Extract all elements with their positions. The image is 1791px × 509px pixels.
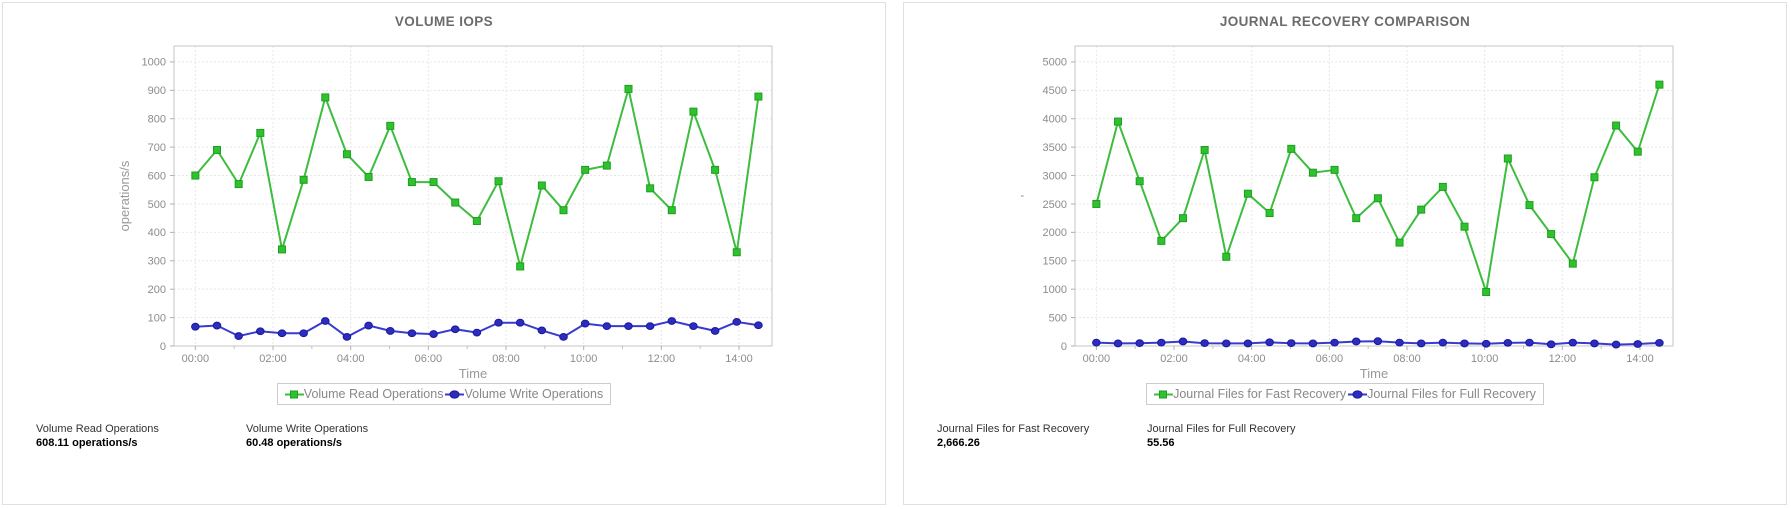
stat-label: Journal Files for Fast Recovery [937, 423, 1090, 435]
svg-text:4000: 4000 [1043, 114, 1067, 126]
legend-item-full-recovery[interactable]: Journal Files for Full Recovery [1348, 387, 1536, 401]
green-square-marker-icon [1154, 390, 1174, 398]
svg-text:700: 700 [148, 142, 166, 154]
svg-text:500: 500 [148, 199, 166, 211]
stat-value: 2,666.26 [937, 436, 980, 449]
chart-title: VOLUME IOPS [394, 14, 494, 29]
blue-dot-marker-icon [1348, 389, 1368, 399]
green-square-marker-icon [284, 390, 304, 398]
stat-value: 60.48 operations/s [246, 436, 342, 449]
legend: Volume Read Operations Volume Write Oper… [3, 383, 885, 405]
svg-text:10:00: 10:00 [570, 353, 598, 365]
svg-text:3000: 3000 [1043, 170, 1067, 182]
stats-row: Volume Read Operations 608.11 operations… [3, 423, 885, 451]
svg-text:06:00: 06:00 [1316, 353, 1344, 365]
svg-text:1000: 1000 [142, 57, 166, 69]
svg-text:2000: 2000 [1043, 227, 1067, 239]
volume-iops-chart: 0 100 200 300 400 500 600 700 800 900 1000 00:00 02:… [117, 45, 773, 381]
stat-value: 55.56 [1147, 436, 1175, 449]
volume-iops-panel: VOLUME IOPS 0 100 200 300 400 500 600 700 800 900… [2, 2, 886, 505]
stat-label: Volume Write Operations [246, 423, 369, 435]
svg-text:12:00: 12:00 [648, 353, 676, 365]
legend-label: Journal Files for Fast Recovery [1173, 387, 1347, 401]
svg-text:00:00: 00:00 [1083, 353, 1111, 365]
svg-text:900: 900 [148, 85, 166, 97]
svg-text:500: 500 [1049, 312, 1067, 324]
svg-text:800: 800 [148, 114, 166, 126]
legend-item-volume-read[interactable]: Volume Read Operations [284, 387, 444, 401]
legend: Journal Files for Fast Recovery Journal … [904, 383, 1786, 405]
svg-text:4500: 4500 [1043, 85, 1067, 97]
svg-text:10:00: 10:00 [1471, 353, 1499, 365]
svg-text:': ' [1018, 195, 1033, 197]
svg-text:100: 100 [148, 312, 166, 324]
svg-text:600: 600 [148, 170, 166, 182]
svg-text:02:00: 02:00 [259, 353, 287, 365]
legend-item-fast-recovery[interactable]: Journal Files for Fast Recovery [1154, 387, 1346, 401]
svg-text:Time: Time [459, 366, 487, 381]
svg-text:operations/s: operations/s [117, 160, 132, 231]
svg-text:06:00: 06:00 [415, 353, 443, 365]
svg-text:1500: 1500 [1043, 256, 1067, 268]
svg-text:200: 200 [148, 284, 166, 296]
svg-text:14:00: 14:00 [725, 353, 753, 365]
svg-text:Time: Time [1360, 366, 1388, 381]
svg-text:12:00: 12:00 [1549, 353, 1577, 365]
stat-fast-recovery: Journal Files for Fast Recovery 2,666.26 [937, 423, 1147, 451]
svg-text:04:00: 04:00 [1238, 353, 1266, 365]
svg-text:04:00: 04:00 [337, 353, 365, 365]
svg-text:1000: 1000 [1043, 284, 1067, 296]
svg-text:0: 0 [1061, 341, 1067, 353]
stat-label: Journal Files for Full Recovery [1147, 423, 1296, 435]
stat-label: Volume Read Operations [36, 423, 159, 435]
svg-text:5000: 5000 [1043, 57, 1067, 69]
stat-volume-read: Volume Read Operations 608.11 operations… [36, 423, 246, 451]
stat-value: 608.11 operations/s [36, 436, 138, 449]
chart-title: JOURNAL RECOVERY COMPARISON [1219, 14, 1471, 29]
stats-row: Journal Files for Fast Recovery 2,666.26… [904, 423, 1786, 451]
svg-text:300: 300 [148, 256, 166, 268]
svg-text:0: 0 [160, 341, 166, 353]
legend-label: Journal Files for Full Recovery [1367, 387, 1536, 401]
legend-label: Volume Read Operations [303, 387, 444, 401]
svg-text:02:00: 02:00 [1160, 353, 1188, 365]
svg-text:400: 400 [148, 227, 166, 239]
svg-text:2500: 2500 [1043, 199, 1067, 211]
svg-text:08:00: 08:00 [492, 353, 520, 365]
stat-full-recovery: Journal Files for Full Recovery 55.56 [1147, 423, 1357, 451]
legend-label: Volume Write Operations [464, 387, 604, 401]
journal-recovery-chart: 0 500 1000 1500 2000 2500 3000 3500 4000 4500 5000… [1018, 45, 1674, 381]
svg-text:3500: 3500 [1043, 142, 1067, 154]
svg-text:00:00: 00:00 [182, 353, 210, 365]
blue-dot-marker-icon [445, 389, 465, 399]
svg-text:08:00: 08:00 [1393, 353, 1421, 365]
journal-recovery-panel: JOURNAL RECOVERY COMPARISON 0 500 1000 1500… [903, 2, 1787, 505]
svg-text:14:00: 14:00 [1626, 353, 1654, 365]
legend-item-volume-write[interactable]: Volume Write Operations [445, 387, 603, 401]
stat-volume-write: Volume Write Operations 60.48 operations… [246, 423, 456, 451]
